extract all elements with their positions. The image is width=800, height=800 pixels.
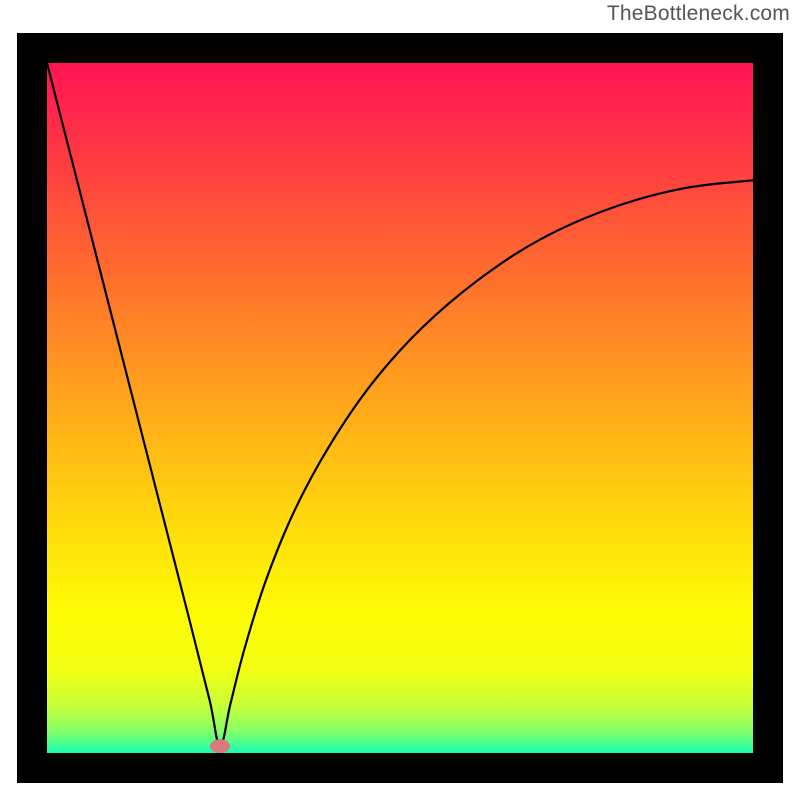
chart-container: TheBottleneck.com (0, 0, 800, 800)
minimum-marker (210, 739, 230, 753)
chart-svg (0, 0, 800, 800)
plot-background-gradient (47, 63, 753, 753)
